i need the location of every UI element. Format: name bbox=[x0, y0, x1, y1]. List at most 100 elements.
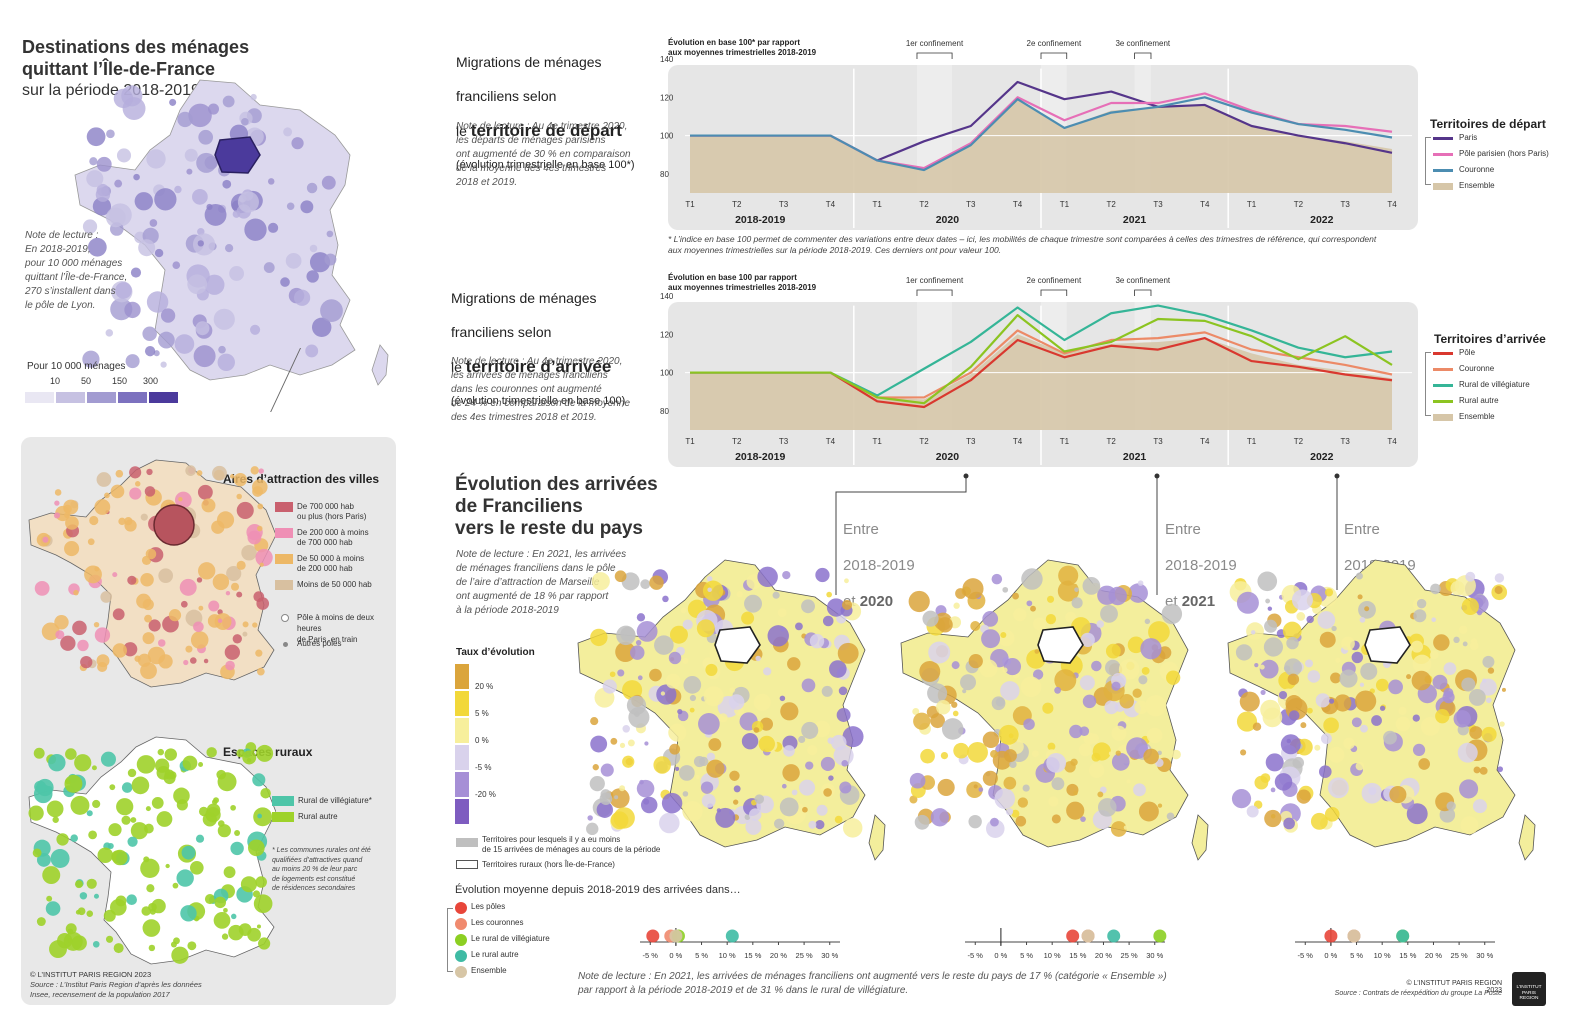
dot-tick-label: 5 % bbox=[695, 951, 708, 960]
aires-legend-swatch bbox=[275, 554, 293, 564]
right-source: Source : Contrats de réexpédition du gro… bbox=[1334, 990, 1502, 997]
france-destinations-map bbox=[74, 79, 389, 386]
dot-tick-label: 25 % bbox=[796, 951, 813, 960]
period-label: 2022 bbox=[1310, 214, 1334, 226]
x-tick-label: T2 bbox=[1107, 437, 1117, 446]
lockdown-label: 2e confinement bbox=[1027, 39, 1082, 48]
rural-note: * Les communes rurales ont été qualifiée… bbox=[272, 847, 371, 892]
corsica bbox=[868, 814, 886, 861]
chart2-title-line1: Migrations de ménages bbox=[451, 290, 597, 306]
dot-point bbox=[669, 929, 683, 943]
area-ensemble bbox=[690, 334, 1392, 430]
period-label: 2018-2019 bbox=[735, 451, 785, 463]
evolution-title: Évolution des arrivées de Franciliens ve… bbox=[455, 474, 658, 540]
chart2-title-bold: territoire d’arrivée bbox=[465, 357, 612, 376]
lockdown-bracket bbox=[1134, 52, 1152, 59]
x-tick-label: T3 bbox=[1153, 437, 1163, 446]
x-tick-label: T4 bbox=[1013, 200, 1023, 209]
pole-other-label: Autres pôles bbox=[297, 639, 342, 648]
legend-label: Rural de villégiature bbox=[1459, 380, 1530, 389]
series-line bbox=[690, 314, 1393, 405]
rural-swatch bbox=[456, 860, 478, 869]
evolution-title-line3: vers le reste du pays bbox=[455, 518, 643, 539]
chart2-axis-title: Évolution en base 100 par rapport aux mo… bbox=[668, 273, 817, 292]
taux-swatch bbox=[455, 745, 469, 770]
x-tick-label: T1 bbox=[1247, 437, 1257, 446]
rural-legend-label: Rural de villégiature* bbox=[298, 796, 372, 805]
legend-swatch-area bbox=[1433, 183, 1453, 190]
entre-2021-period: 2018-2019 bbox=[1165, 557, 1237, 574]
legend-swatch-line bbox=[1433, 368, 1453, 371]
dot-tick-label: 25 % bbox=[1451, 951, 1468, 960]
y-tick-label: 140 bbox=[660, 292, 674, 301]
x-tick-label: T3 bbox=[966, 200, 976, 209]
entre-2020: Entre 2018-2019 et 2020 bbox=[843, 503, 915, 629]
entre-2020-period: 2018-2019 bbox=[843, 557, 915, 574]
aires-legend-swatch bbox=[275, 528, 293, 538]
period-label: 2018-2019 bbox=[735, 214, 785, 226]
map1-legend-title: Pour 10 000 ménages bbox=[27, 361, 126, 372]
period-label: 2021 bbox=[1123, 214, 1147, 226]
taux-swatch bbox=[455, 664, 469, 689]
y-tick-label: 120 bbox=[660, 330, 674, 339]
chart1-svg: 1er confinement 2e confinement 3e confinem… bbox=[660, 39, 1412, 228]
dot-point bbox=[1324, 929, 1338, 943]
legend-label: Couronne bbox=[1459, 364, 1495, 373]
map1-legend: 10 50 150 300 bbox=[25, 376, 195, 406]
avg-dots-2022: -5 % 0 % 5 % 10 % 15 % 20 % 25 % 30 % bbox=[1295, 928, 1495, 960]
dot-point bbox=[1153, 929, 1167, 943]
dot-tick-label: 30 % bbox=[1476, 951, 1493, 960]
period-label: 2020 bbox=[936, 451, 960, 463]
entre-2020-year: 2020 bbox=[859, 593, 894, 610]
chart1-footnote: * L’indice en base 100 permet de comment… bbox=[668, 234, 1377, 255]
map1-title: Destinations des ménages quittant l’Île-… bbox=[22, 36, 249, 102]
legend-swatch-line bbox=[1433, 384, 1453, 387]
dot-tick-label: -5 % bbox=[1298, 951, 1314, 960]
evolution-map-2021 bbox=[900, 559, 1209, 861]
x-tick-label: T3 bbox=[779, 437, 789, 446]
x-tick-label: T3 bbox=[779, 200, 789, 209]
dot-tick-label: 5 % bbox=[1020, 951, 1033, 960]
avg-dots-2021: -5 % 0 % 5 % 10 % 15 % 20 % 25 % 30 % bbox=[965, 928, 1167, 960]
chart2-subtitle: (évolution trimestrielle en base 100) bbox=[451, 395, 626, 407]
lockdown-label: 2e confinement bbox=[1027, 276, 1082, 285]
period-label: 2020 bbox=[936, 214, 960, 226]
legend-label: Pôle bbox=[1459, 348, 1476, 357]
x-tick-label: T3 bbox=[1341, 437, 1351, 446]
callout-lines bbox=[835, 473, 1340, 595]
avg-legend-label: Ensemble bbox=[471, 966, 507, 975]
legend-swatch-area bbox=[1433, 414, 1453, 421]
avg-legend-label: Les couronnes bbox=[471, 918, 524, 927]
x-tick-label: T3 bbox=[1153, 200, 1163, 209]
chart2-note: Note de lecture : Au 4e trimestre 2020, … bbox=[451, 356, 631, 423]
x-tick-label: T1 bbox=[873, 437, 883, 446]
lockdown-bracket bbox=[916, 289, 953, 296]
rural-legend: Rural de villégiature* Rural autre bbox=[272, 796, 397, 836]
institut-logo: L’INSTITUT PARIS REGION bbox=[1512, 972, 1546, 1006]
entre-2021: Entre 2018-2019 et 2021 bbox=[1165, 503, 1237, 629]
corsica bbox=[1191, 814, 1209, 861]
chart1-title-line1: Migrations de ménages bbox=[456, 54, 602, 70]
x-tick-label: T4 bbox=[1013, 437, 1023, 446]
chart2-title-pre: le bbox=[451, 359, 466, 375]
map1-legend-swatch bbox=[118, 392, 147, 403]
map1-legend-swatch bbox=[25, 392, 54, 403]
legend-label: Couronne bbox=[1459, 165, 1495, 174]
area-ensemble bbox=[690, 99, 1392, 193]
lockdown-bracket bbox=[1040, 52, 1068, 59]
rural-map bbox=[28, 736, 276, 965]
dot-tick-label: 25 % bbox=[1121, 951, 1138, 960]
taux-label: 20 % bbox=[475, 682, 494, 691]
chart2-legend-title: Territoires d’arrivée bbox=[1434, 332, 1546, 346]
rural-legend-swatch bbox=[272, 796, 294, 806]
x-tick-label: T1 bbox=[1247, 200, 1257, 209]
grey-swatch bbox=[456, 838, 478, 847]
x-tick-label: T2 bbox=[919, 200, 929, 209]
map1-legend-tick: 150 bbox=[112, 376, 128, 386]
dot-tick-label: 15 % bbox=[1399, 951, 1416, 960]
entre-2021-word: Entre bbox=[1165, 521, 1201, 538]
x-tick-label: T4 bbox=[826, 437, 836, 446]
pole-near-icon bbox=[281, 614, 289, 622]
x-tick-label: T2 bbox=[919, 437, 929, 446]
avg-legend-label: Le rural de villégiature bbox=[471, 934, 550, 943]
